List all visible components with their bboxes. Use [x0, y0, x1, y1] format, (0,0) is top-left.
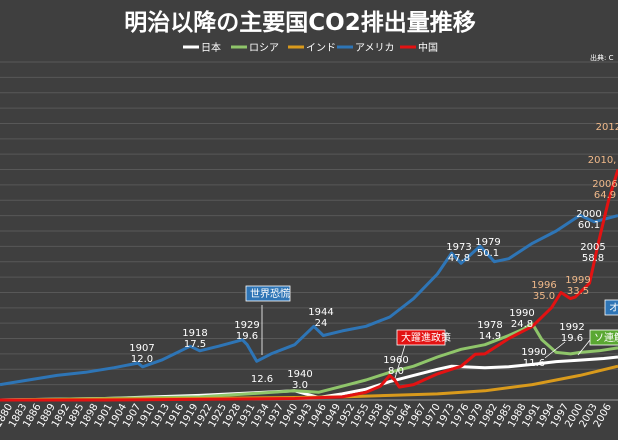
annotation-value: 11.6	[523, 358, 545, 369]
annotation-label: 1907	[129, 343, 154, 354]
annotation-value: 24.8	[511, 319, 533, 330]
annotation-label: 1979	[475, 237, 500, 248]
annotation-value: 47.8	[448, 253, 470, 264]
annotation-value: 50.1	[477, 248, 499, 259]
annotation-value: 12.0	[131, 354, 153, 365]
annotation-label: 1990	[521, 347, 546, 358]
annotation-value: 14.9	[479, 331, 501, 342]
annotation-label: 2006	[592, 179, 617, 190]
annotation-label: 1992	[559, 322, 584, 333]
annotation-label: 12.6	[251, 374, 273, 385]
annotation-label: 1973	[446, 242, 471, 253]
annotation-label: 1918	[182, 328, 207, 339]
callout-box	[604, 299, 618, 316]
annotation-value: 19.6	[561, 333, 583, 344]
annotation-label: 1978	[477, 320, 502, 331]
annotation-label: 2010, 86	[588, 155, 618, 166]
annotation-label: 2012,	[596, 122, 618, 133]
series-line	[0, 322, 618, 402]
annotation-value: 35.0	[533, 291, 555, 302]
series-line	[0, 213, 618, 387]
annotation-label: 1999	[565, 275, 590, 286]
legend-entry: アメリカ	[355, 42, 395, 54]
legend-entry: インド	[306, 43, 336, 54]
annotation-label: 1996	[531, 280, 556, 291]
annotation-label: 2000	[576, 209, 601, 220]
leader-line	[577, 339, 591, 356]
callout-box	[245, 285, 291, 302]
annotation-label: 1944	[308, 307, 333, 318]
x-axis: 1880188318861889189218951898190119041907…	[0, 402, 614, 430]
annotation-value: 58.8	[582, 253, 604, 264]
legend-entry: ロシア	[249, 43, 279, 54]
annotation-value: 19.6	[236, 331, 258, 342]
chart-title: 明治以降の主要国CO2排出量推移	[124, 9, 475, 36]
source-label: 出典: C	[590, 53, 614, 62]
annotation-label: 1929	[234, 320, 259, 331]
legend: 日本 ロシア インド アメリカ 中国	[183, 41, 438, 54]
annotations: 190712.0191817.5192919.612.619442419403.…	[129, 122, 618, 391]
callout-label: 世界恐慌	[250, 288, 290, 300]
leader-line	[544, 341, 566, 359]
annotation-value: 24	[315, 318, 328, 329]
leader-line	[394, 344, 406, 379]
callout-label: 大躍進政策	[401, 331, 451, 344]
annotation-value: 60.1	[578, 220, 600, 231]
annotation-label: 1940	[287, 369, 312, 380]
annotation-value: 17.5	[184, 339, 206, 350]
annotation-value: 3.0	[292, 380, 308, 391]
annotation-label: 1960	[383, 355, 408, 366]
annotation-value: 8.0	[388, 366, 404, 377]
annotation-value: 64.9	[594, 190, 616, 201]
gridlines	[0, 61, 618, 401]
series-line	[0, 169, 618, 402]
annotation-label: 2005	[580, 242, 605, 253]
callout-box	[396, 329, 446, 346]
annotation-value: 33.5	[567, 286, 589, 297]
legend-entry: 中国	[418, 41, 438, 54]
legend-entry: 日本	[201, 41, 221, 54]
callout-label: ソ連解	[594, 331, 618, 344]
callout-label: オ	[609, 302, 618, 314]
series-lines	[0, 169, 618, 402]
annotation-label: 1990	[509, 308, 534, 319]
callout-box	[589, 329, 618, 346]
